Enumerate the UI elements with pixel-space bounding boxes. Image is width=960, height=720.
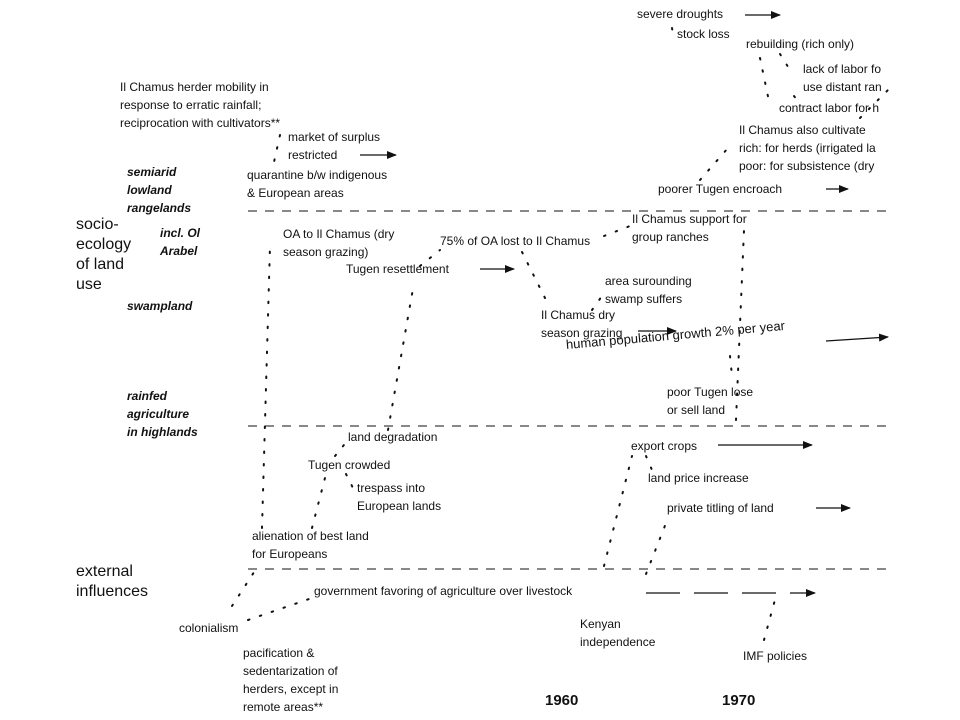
event-quarantine: quarantine b/w indigenous & European area… (247, 168, 388, 200)
link-lack-of-labor-to-contract (793, 95, 801, 105)
event-lack-of-labor: lack of labor fo use distant ran (803, 62, 882, 94)
event-swamp-suffers: area surounding swamp suffers (605, 274, 692, 306)
row-separators (248, 210, 890, 570)
row-label-swampland: swampland (127, 299, 193, 313)
event-land-degradation: land degradation (348, 430, 438, 444)
link-poor-tugen-to-encroach (699, 147, 729, 181)
event-group-ranches: Il Chamus support for group ranches (632, 212, 747, 244)
event-market-surplus: market of surplus restricted (288, 130, 381, 162)
link-colonialism-to-alienation (231, 565, 259, 607)
link-imf-to-policies (763, 595, 777, 641)
event-rebuilding: rebuilding (rich only) (746, 37, 855, 51)
link-resettlement-to-oa-lost (419, 249, 441, 267)
row-label-socio-ecology: socio-ecology of land use (76, 216, 132, 293)
link-alienation-to-oa (261, 245, 271, 529)
event-herder-mobility: Il Chamus herder mobility in response to … (120, 80, 281, 130)
row-label-rainfed-agriculture: rainfed agriculture in highlands (127, 389, 198, 439)
event-alienation: alienation of best land for Europeans (252, 529, 369, 561)
event-land-price: land price increase (648, 471, 749, 485)
dotted-connectors (231, 27, 889, 641)
link-herder-to-market (273, 134, 281, 163)
event-stock-loss: stock loss (677, 27, 730, 41)
event-tugen-crowded: Tugen crowded (308, 458, 391, 472)
year-label-1960: 1960 (545, 692, 579, 709)
event-poor-tugen-lose: poor Tugen lose or sell land (667, 385, 754, 417)
event-pacification: pacification & sedentarization of herders,… (243, 646, 339, 714)
link-dry-grazing-to-swamp (591, 295, 603, 311)
event-imf-policies: IMF policies (743, 649, 808, 663)
link-crowded-to-trespass (345, 473, 355, 491)
link-crowded-to-degradation (334, 439, 349, 457)
arrow-population-growth (825, 333, 889, 342)
link-droughts-to-stock (671, 27, 674, 35)
row-label-semiarid-rangelands: semiarid lowland rangelands (127, 165, 192, 215)
event-export-crops: export crops (631, 439, 698, 453)
link-rebuilding-to-lack-of-labor (779, 53, 791, 71)
link-oa-lost-to-group-ranches (603, 225, 631, 237)
event-poorer-tugen: poorer Tugen encroach (658, 182, 783, 196)
link-independence-to-export (603, 455, 633, 567)
event-oa-to-il-chamus: OA to Il Chamus (dry season grazing) (283, 227, 395, 259)
event-oa-lost: 75% of OA lost to Il Chamus (440, 234, 591, 248)
trend-arrows (360, 11, 889, 512)
event-colonialism: colonialism (179, 621, 239, 635)
link-export-to-land-price (645, 455, 653, 471)
link-stock-to-rebuilding (759, 57, 771, 107)
row-label-external-influences: external influences (76, 563, 149, 600)
event-kenyan-independence: Kenyan independence (580, 617, 656, 649)
link-degradation-to-resettlement (387, 282, 415, 431)
row-label-incl-ol-arabel: incl. Ol Arabel (160, 226, 201, 258)
event-tugen-resettlement: Tugen resettlement (346, 262, 449, 276)
link-independence-to-titling (645, 517, 669, 575)
link-poor-tugen-lose-down (729, 355, 733, 377)
link-colonialism-to-gov (247, 597, 313, 621)
event-gov-favoring: government favoring of agriculture over … (314, 584, 573, 598)
event-dry-season-grazing: Il Chamus dry season grazing (541, 308, 623, 340)
event-trespass: trespass into European lands (357, 481, 442, 513)
event-severe-droughts: severe droughts (637, 7, 724, 21)
link-oa-lost-to-dry-grazing (521, 251, 546, 299)
event-contract-labor: contract labor for h (779, 101, 880, 115)
year-label-1970: 1970 (722, 692, 756, 709)
event-also-cultivate: Il Chamus also cultivate rich: for herds … (739, 123, 876, 173)
link-alienation-to-crowded (311, 473, 327, 529)
event-private-titling: private titling of land (667, 501, 774, 515)
